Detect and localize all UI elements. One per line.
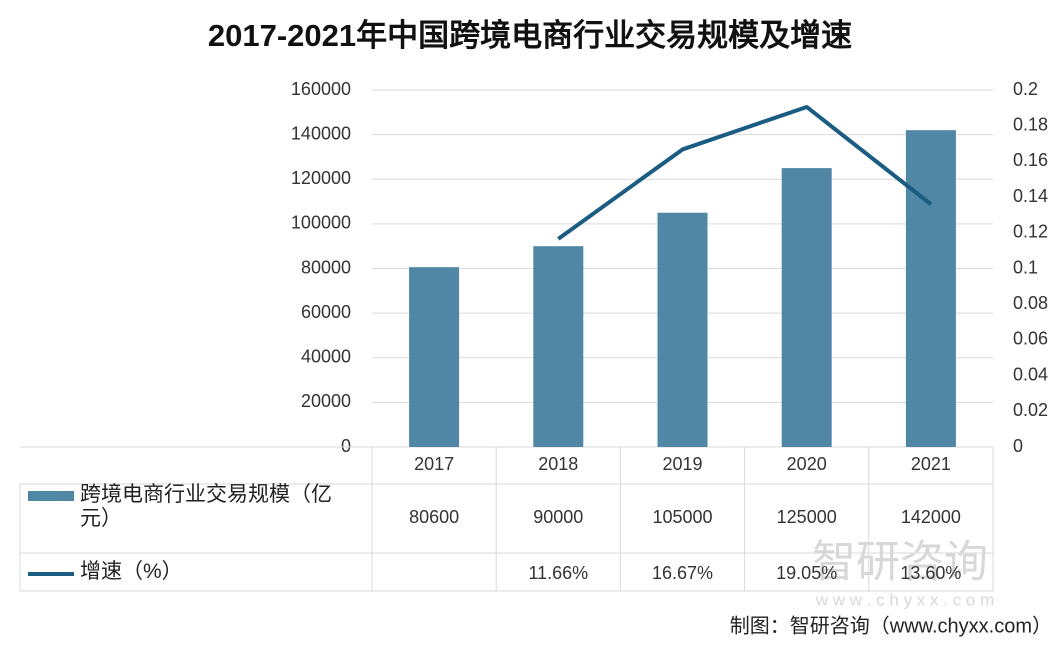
y-tick-label: 40000	[301, 347, 351, 367]
table-value: 125000	[777, 507, 837, 527]
y-tick-label: 160000	[291, 79, 351, 99]
y2-tick-label: 0.06	[1013, 329, 1048, 349]
y2-tick-label: 0.18	[1013, 114, 1048, 134]
bar	[657, 212, 708, 447]
bar	[905, 130, 956, 447]
table-value: 13.60%	[900, 563, 961, 583]
x-tick-label: 2018	[538, 454, 578, 474]
y-tick-label: 120000	[291, 168, 351, 188]
y-tick-label: 60000	[301, 302, 351, 322]
legend-icon	[28, 491, 74, 501]
y-tick-label: 0	[341, 436, 351, 456]
y2-tick-label: 0.16	[1013, 150, 1048, 170]
bar	[781, 168, 832, 447]
x-tick-label: 2020	[787, 454, 827, 474]
y2-tick-label: 0.14	[1013, 186, 1048, 206]
table-value: 19.05%	[776, 563, 837, 583]
x-tick-label: 2017	[414, 454, 454, 474]
table-value: 90000	[533, 507, 583, 527]
y2-tick-label: 0.08	[1013, 293, 1048, 313]
legend-label: 增速（%）	[80, 560, 183, 583]
source: 制图：智研咨询（www.chyxx.com）	[730, 614, 1052, 637]
x-tick-label: 2021	[911, 454, 951, 474]
legend-label: 跨境电商行业交易规模（亿元）	[80, 483, 332, 530]
watermark-logo: 智研咨询	[812, 538, 988, 587]
y-tick-label: 140000	[291, 123, 351, 143]
line	[557, 104, 933, 241]
table-value: 11.66%	[528, 563, 588, 583]
legend-label-box: 增速（%）	[80, 560, 183, 583]
y-tick-label: 20000	[301, 391, 351, 411]
y-tick-label: 80000	[301, 257, 351, 277]
y2-tick-label: 0.1	[1013, 257, 1038, 277]
table-value: 105000	[652, 507, 712, 527]
chart-title: 2017-2021年中国跨境电商行业交易规模及增速	[208, 18, 852, 53]
y2-tick-label: 0.02	[1013, 400, 1048, 420]
bar	[533, 246, 584, 447]
legend-label-box: 跨境电商行业交易规模（亿元）	[80, 483, 332, 530]
y2-tick-label: 0.12	[1013, 222, 1048, 242]
y-tick-label: 100000	[291, 213, 351, 233]
x-tick-label: 2019	[662, 454, 702, 474]
y2-tick-label: 0	[1013, 436, 1023, 456]
watermark-url: w w w . c h y x x . c o m	[815, 590, 995, 609]
table-value: 142000	[901, 507, 961, 527]
y2-tick-label: 0.2	[1013, 79, 1038, 99]
table-value: 80600	[409, 507, 459, 527]
table-value: 16.67%	[652, 563, 713, 583]
y2-tick-label: 0.04	[1013, 364, 1048, 384]
bar	[409, 267, 460, 447]
